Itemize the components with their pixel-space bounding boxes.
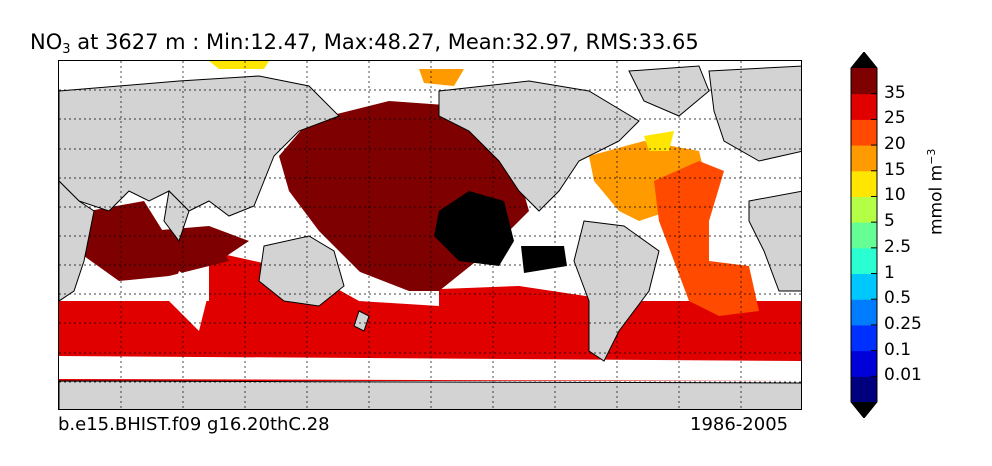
land-masses [59,65,801,409]
land-antarctica [59,380,801,409]
land-new-zealand [353,310,370,332]
title-rest: at 3627 m : Min:12.47, Max:48.27, Mean:3… [70,30,699,54]
land-greenland [628,65,710,117]
colorbar-segment [851,119,877,146]
north-atlantic-yellow [644,131,674,151]
colorbar-segment [851,170,877,197]
arctic-yellow [209,61,269,69]
colorbar-segment [851,145,877,172]
land-australia [258,235,345,307]
colorbar-tick-label: 15 [884,159,906,180]
missing-gap-southern [59,356,801,381]
graticule [59,61,801,409]
arctic-orange [419,69,464,86]
colorbar-segment [851,324,877,352]
colorbar-tick-label: 0.25 [884,313,922,334]
colorbar-segment [851,247,877,275]
atlantic-red-orange [654,161,759,316]
colorbar-tick-label: 1 [884,262,895,283]
map-title: NO3 at 3627 m : Min:12.47, Max:48.27, Me… [30,30,699,57]
colorbar-tick-label: 25 [884,108,906,129]
title-variable: NO [30,30,63,54]
land-africa [59,180,95,302]
colorbar-segment [851,350,877,377]
land-eurasia [59,75,340,217]
years-label: 1986-2005 [690,414,789,435]
case-name-label: b.e15.BHIST.f09 g16.20thC.28 [58,414,330,435]
colorbar [850,52,878,418]
colorbar-tick-label: 0.1 [884,339,912,360]
land-south-america [573,220,660,362]
east-pacific-black [434,191,514,266]
colorbar-outline [850,52,878,418]
south-east-pacific-black [521,246,567,273]
colorbar-segment [851,93,877,120]
colorbar-segment [851,273,877,300]
colorbar-segment [851,68,877,95]
land-north-america [438,80,640,212]
colorbar-tick-label: 2.5 [884,236,912,257]
colorbar-tick-label: 20 [884,134,906,155]
land-africa-east [748,190,801,292]
colorbar-tick-label: 35 [884,82,906,103]
map-panel [58,60,802,410]
missing-gap-indian [169,271,209,331]
colorbar-segment [851,196,877,223]
world-map [59,61,801,409]
unit-base: mmol m [926,164,947,235]
colorbar-segment [851,376,877,403]
colorbar-tick-label: 0.01 [884,365,922,386]
colorbar-tick-label: 10 [884,185,906,206]
title-subscript: 3 [62,42,71,57]
land-europe-west [708,65,801,162]
colorbar-tick-label: 5 [884,211,895,232]
colorbar-unit-label: mmol m−3 [925,149,947,235]
unit-exponent: −3 [925,148,938,165]
colorbar-segment [851,222,877,249]
colorbar-segment [851,299,877,326]
colorbar-extend-min [851,402,877,418]
land-india [163,189,190,243]
colorbar-extend-max [851,52,877,68]
colorbar-tick-label: 0.5 [884,288,912,309]
missing-gap-pacific [314,256,439,306]
